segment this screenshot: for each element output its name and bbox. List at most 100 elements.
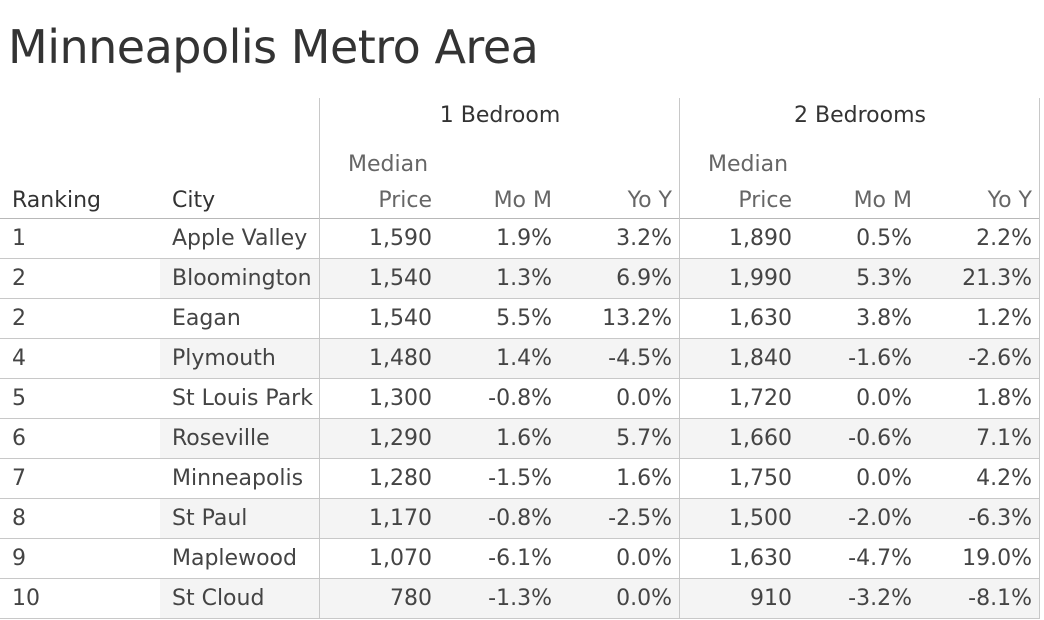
cell-rank: 9 [12, 546, 26, 571]
cell-yoy-2: -2.6% [968, 346, 1032, 371]
cell-price-2: 1,630 [729, 306, 792, 331]
header-mom-1: Mo M [493, 188, 552, 213]
cell-rank: 6 [12, 426, 26, 451]
header-yoy-2: Yo Y [987, 188, 1032, 213]
cell-mom-2: 5.3% [856, 266, 912, 291]
cell-price-1: 1,540 [369, 306, 432, 331]
cell-rank: 2 [12, 306, 26, 331]
cell-mom-2: 0.0% [856, 386, 912, 411]
cell-city: St Louis Park [172, 386, 313, 411]
table-row: 7 Minneapolis 1,280 -1.5% 1.6% 1,750 0.0% 4.2% [0, 459, 1040, 499]
cell-yoy-2: 19.0% [962, 546, 1032, 571]
table-row: 2 Bloomington 1,540 1.3% 6.9% 1,990 5.3% 21.3% [0, 259, 1040, 299]
cell-yoy-1: 5.7% [616, 426, 672, 451]
cell-yoy-2: -6.3% [968, 506, 1032, 531]
page-title: Minneapolis Metro Area [8, 20, 539, 74]
cell-price-2: 1,990 [729, 266, 792, 291]
cell-price-1: 780 [390, 586, 432, 611]
cell-rank: 1 [12, 226, 26, 251]
cell-mom-1: -1.5% [488, 466, 552, 491]
row-shading [160, 419, 1040, 459]
cell-city: Bloomington [172, 266, 312, 291]
cell-city: Maplewood [172, 546, 297, 571]
cell-price-1: 1,280 [369, 466, 432, 491]
cell-city: St Cloud [172, 586, 265, 611]
cell-price-1: 1,300 [369, 386, 432, 411]
cell-city: Eagan [172, 306, 241, 331]
cell-yoy-2: 21.3% [962, 266, 1032, 291]
cell-mom-2: 3.8% [856, 306, 912, 331]
group-header-1-bedroom: 1 Bedroom [439, 103, 561, 128]
row-divider [0, 458, 1040, 459]
cell-yoy-1: -4.5% [608, 346, 672, 371]
cell-mom-1: 1.9% [496, 226, 552, 251]
row-divider [0, 538, 1040, 539]
cell-yoy-2: 1.2% [976, 306, 1032, 331]
cell-mom-2: -4.7% [848, 546, 912, 571]
cell-mom-2: -3.2% [848, 586, 912, 611]
header-yoy-1: Yo Y [627, 188, 672, 213]
cell-price-2: 1,500 [729, 506, 792, 531]
cell-mom-1: 1.6% [496, 426, 552, 451]
row-shading [160, 339, 1040, 379]
cell-yoy-2: 2.2% [976, 226, 1032, 251]
cell-price-1: 1,070 [369, 546, 432, 571]
header-price-1: Price [378, 188, 432, 213]
cell-price-2: 1,720 [729, 386, 792, 411]
cell-rank: 2 [12, 266, 26, 291]
cell-city: Minneapolis [172, 466, 304, 491]
cell-mom-2: 0.5% [856, 226, 912, 251]
cell-mom-2: 0.0% [856, 466, 912, 491]
header-divider [0, 218, 1040, 219]
cell-price-2: 910 [750, 586, 792, 611]
cell-city: Roseville [172, 426, 270, 451]
table-row: 6 Roseville 1,290 1.6% 5.7% 1,660 -0.6% 7.1% [0, 419, 1040, 459]
header-median-2: Median [708, 152, 789, 177]
cell-mom-2: -1.6% [848, 346, 912, 371]
cell-price-2: 1,890 [729, 226, 792, 251]
cell-yoy-2: 4.2% [976, 466, 1032, 491]
cell-yoy-1: 0.0% [616, 546, 672, 571]
cell-yoy-1: 0.0% [616, 386, 672, 411]
row-divider [0, 498, 1040, 499]
cell-yoy-1: 0.0% [616, 586, 672, 611]
table-row: 8 St Paul 1,170 -0.8% -2.5% 1,500 -2.0% -6.3% [0, 499, 1040, 539]
cell-rank: 5 [12, 386, 26, 411]
cell-price-1: 1,480 [369, 346, 432, 371]
divider-city [319, 98, 320, 618]
cell-yoy-1: 6.9% [616, 266, 672, 291]
cell-yoy-1: 13.2% [602, 306, 672, 331]
cell-rank: 4 [12, 346, 26, 371]
row-divider [0, 618, 1040, 619]
cell-mom-1: -6.1% [488, 546, 552, 571]
cell-mom-1: -0.8% [488, 506, 552, 531]
cell-price-2: 1,630 [729, 546, 792, 571]
group-header-2-bedrooms: 2 Bedrooms [794, 103, 926, 128]
cell-yoy-2: 1.8% [976, 386, 1032, 411]
table-row: 4 Plymouth 1,480 1.4% -4.5% 1,840 -1.6% -2.6% [0, 339, 1040, 379]
cell-mom-1: 1.4% [496, 346, 552, 371]
cell-mom-1: 1.3% [496, 266, 552, 291]
row-divider [0, 258, 1040, 259]
header-median-1: Median [348, 152, 429, 177]
table-row: 5 St Louis Park 1,300 -0.8% 0.0% 1,720 0.0% 1.8… [0, 379, 1040, 419]
cell-city: St Paul [172, 506, 248, 531]
cell-price-2: 1,660 [729, 426, 792, 451]
header-mom-2: Mo M [853, 188, 912, 213]
cell-mom-1: -0.8% [488, 386, 552, 411]
cell-mom-1: 5.5% [496, 306, 552, 331]
row-divider [0, 578, 1040, 579]
cell-price-1: 1,290 [369, 426, 432, 451]
cell-price-1: 1,590 [369, 226, 432, 251]
row-shading [160, 579, 1040, 619]
header-price-2: Price [738, 188, 792, 213]
header-ranking: Ranking [12, 188, 101, 213]
cell-yoy-2: 7.1% [976, 426, 1032, 451]
cell-price-2: 1,840 [729, 346, 792, 371]
table-row: 2 Eagan 1,540 5.5% 13.2% 1,630 3.8% 1.2% [0, 299, 1040, 339]
row-shading [160, 259, 1040, 299]
row-shading [160, 499, 1040, 539]
table-row: 10 St Cloud 780 -1.3% 0.0% 910 -3.2% -8.1% [0, 579, 1040, 619]
divider-groups [679, 98, 680, 618]
row-divider [0, 418, 1040, 419]
